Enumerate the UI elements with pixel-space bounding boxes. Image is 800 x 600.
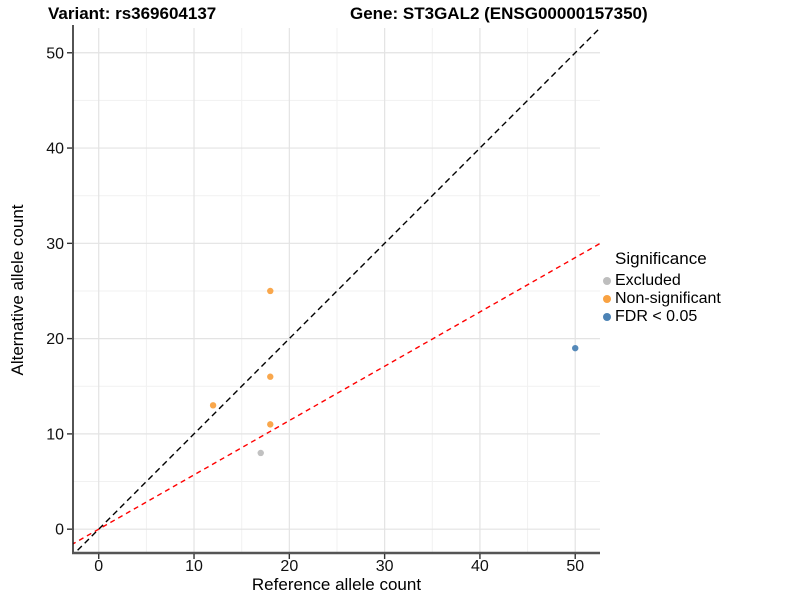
legend-title: Significance [615, 249, 707, 268]
y-tick-label: 30 [46, 236, 64, 253]
x-axis-title: Reference allele count [251, 575, 422, 594]
data-point [267, 373, 274, 380]
y-tick-label: 50 [46, 45, 64, 62]
variant-title: Variant: rs369604137 [48, 4, 217, 23]
legend-swatch [603, 277, 611, 285]
y-tick-label: 40 [46, 141, 64, 158]
x-tick-label: 0 [94, 558, 103, 575]
legend: Significance Excluded Non-significant FD… [600, 249, 721, 326]
y-tick-label: 10 [46, 426, 64, 443]
legend-item-excluded: Excluded [600, 272, 721, 290]
gene-title: Gene: ST3GAL2 (ENSG00000157350) [350, 4, 648, 23]
data-point [572, 344, 579, 352]
legend-label: Non-significant [615, 290, 721, 307]
y-tick-label: 0 [55, 522, 64, 539]
legend-label: FDR < 0.05 [615, 308, 698, 325]
legend-label: Excluded [615, 272, 681, 289]
y-tick-label: 20 [46, 331, 64, 348]
legend-swatch [603, 313, 611, 321]
x-tick-label: 50 [566, 558, 584, 575]
legend-swatch [603, 295, 611, 303]
data-point [257, 449, 264, 457]
data-point [267, 287, 274, 295]
data-point [267, 421, 274, 428]
identity-reference-line [73, 28, 600, 553]
y-axis-title: Alternative allele count [8, 204, 27, 376]
x-tick-label: 20 [280, 558, 298, 575]
legend-item-fdr: FDR < 0.05 [600, 308, 721, 326]
x-tick-label: 30 [376, 558, 394, 575]
x-tick-label: 10 [185, 558, 203, 575]
data-point [209, 402, 217, 409]
x-tick-label: 40 [471, 558, 489, 575]
expected-ratio-reference-line [73, 242, 600, 545]
legend-item-non-significant: Non-significant [600, 290, 721, 308]
